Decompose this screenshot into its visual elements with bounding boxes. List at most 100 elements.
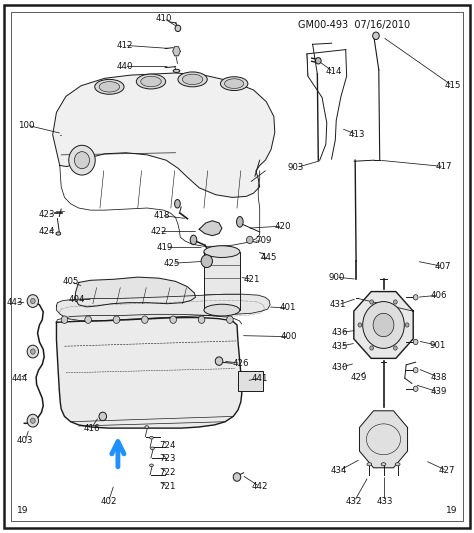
Bar bbox=[204, 252, 240, 310]
Ellipse shape bbox=[190, 235, 197, 245]
Text: 414: 414 bbox=[325, 68, 342, 76]
Ellipse shape bbox=[220, 77, 248, 91]
Circle shape bbox=[61, 316, 68, 324]
Text: 19: 19 bbox=[17, 506, 28, 515]
Text: 424: 424 bbox=[39, 227, 55, 236]
Circle shape bbox=[27, 414, 38, 427]
Circle shape bbox=[99, 412, 107, 421]
Circle shape bbox=[85, 316, 91, 324]
Ellipse shape bbox=[237, 216, 243, 227]
Polygon shape bbox=[354, 292, 413, 358]
Circle shape bbox=[373, 32, 379, 39]
Text: 413: 413 bbox=[349, 130, 365, 139]
Circle shape bbox=[198, 316, 205, 324]
Circle shape bbox=[373, 313, 394, 337]
Text: 445: 445 bbox=[261, 254, 277, 262]
Text: 442: 442 bbox=[251, 482, 268, 491]
Circle shape bbox=[363, 302, 404, 349]
Circle shape bbox=[74, 152, 90, 168]
Ellipse shape bbox=[174, 199, 180, 208]
Circle shape bbox=[227, 316, 233, 324]
Ellipse shape bbox=[178, 72, 207, 87]
Circle shape bbox=[413, 340, 418, 345]
Text: 441: 441 bbox=[251, 374, 268, 383]
Text: 721: 721 bbox=[160, 482, 176, 491]
Ellipse shape bbox=[173, 69, 180, 72]
Text: 432: 432 bbox=[346, 497, 363, 506]
Circle shape bbox=[370, 346, 374, 350]
Ellipse shape bbox=[204, 304, 240, 316]
Ellipse shape bbox=[137, 74, 165, 89]
Text: 429: 429 bbox=[351, 373, 367, 382]
Polygon shape bbox=[359, 411, 408, 468]
Text: 438: 438 bbox=[430, 373, 447, 382]
Text: 900: 900 bbox=[328, 273, 345, 281]
Polygon shape bbox=[75, 277, 195, 307]
Text: 421: 421 bbox=[244, 274, 260, 284]
Text: GM00-493  07/16/2010: GM00-493 07/16/2010 bbox=[299, 20, 410, 30]
Circle shape bbox=[370, 300, 374, 304]
Ellipse shape bbox=[151, 447, 155, 450]
Circle shape bbox=[246, 236, 253, 244]
Circle shape bbox=[405, 323, 409, 327]
Text: 443: 443 bbox=[7, 298, 23, 307]
Circle shape bbox=[30, 298, 35, 304]
Text: 100: 100 bbox=[18, 120, 35, 130]
Text: 404: 404 bbox=[69, 295, 85, 304]
Text: 903: 903 bbox=[288, 163, 304, 172]
Ellipse shape bbox=[99, 82, 119, 92]
Text: 709: 709 bbox=[255, 237, 272, 246]
Text: 400: 400 bbox=[281, 332, 297, 341]
Text: 415: 415 bbox=[444, 81, 461, 90]
Polygon shape bbox=[56, 318, 242, 428]
Polygon shape bbox=[56, 294, 270, 321]
Circle shape bbox=[215, 357, 223, 366]
Circle shape bbox=[27, 345, 38, 358]
Ellipse shape bbox=[225, 79, 244, 88]
Circle shape bbox=[170, 316, 176, 324]
Text: 417: 417 bbox=[436, 162, 452, 171]
Circle shape bbox=[393, 346, 397, 350]
Text: 403: 403 bbox=[17, 437, 34, 446]
Text: 434: 434 bbox=[331, 466, 347, 475]
Circle shape bbox=[233, 473, 241, 481]
Text: 418: 418 bbox=[153, 211, 170, 220]
Text: 412: 412 bbox=[116, 41, 133, 50]
Circle shape bbox=[393, 300, 397, 304]
Text: 402: 402 bbox=[100, 497, 117, 506]
Text: 422: 422 bbox=[151, 227, 167, 236]
Ellipse shape bbox=[56, 232, 61, 235]
Text: 722: 722 bbox=[160, 469, 176, 477]
Text: 436: 436 bbox=[332, 328, 348, 337]
Text: 419: 419 bbox=[157, 243, 173, 252]
Polygon shape bbox=[53, 73, 275, 197]
Circle shape bbox=[69, 146, 95, 175]
Text: 430: 430 bbox=[332, 363, 348, 372]
Text: 425: 425 bbox=[164, 259, 180, 268]
Ellipse shape bbox=[150, 464, 154, 467]
Circle shape bbox=[27, 295, 38, 308]
Polygon shape bbox=[173, 46, 180, 56]
Ellipse shape bbox=[204, 246, 240, 257]
Circle shape bbox=[113, 316, 120, 324]
Circle shape bbox=[175, 25, 181, 31]
Text: 901: 901 bbox=[429, 341, 446, 350]
Circle shape bbox=[30, 418, 35, 423]
Bar bbox=[238, 371, 263, 391]
Text: 19: 19 bbox=[446, 506, 457, 515]
Text: 427: 427 bbox=[438, 466, 455, 475]
Circle shape bbox=[201, 255, 212, 268]
Text: 410: 410 bbox=[155, 14, 172, 23]
Text: 440: 440 bbox=[116, 62, 133, 71]
Ellipse shape bbox=[367, 463, 372, 466]
Text: 420: 420 bbox=[274, 222, 291, 231]
Text: 406: 406 bbox=[430, 290, 447, 300]
Ellipse shape bbox=[381, 463, 386, 466]
Polygon shape bbox=[199, 221, 222, 236]
Circle shape bbox=[413, 295, 418, 300]
Text: 401: 401 bbox=[280, 303, 296, 312]
Circle shape bbox=[142, 316, 148, 324]
Circle shape bbox=[316, 58, 321, 64]
Text: 407: 407 bbox=[435, 262, 451, 271]
Text: 435: 435 bbox=[332, 342, 348, 351]
